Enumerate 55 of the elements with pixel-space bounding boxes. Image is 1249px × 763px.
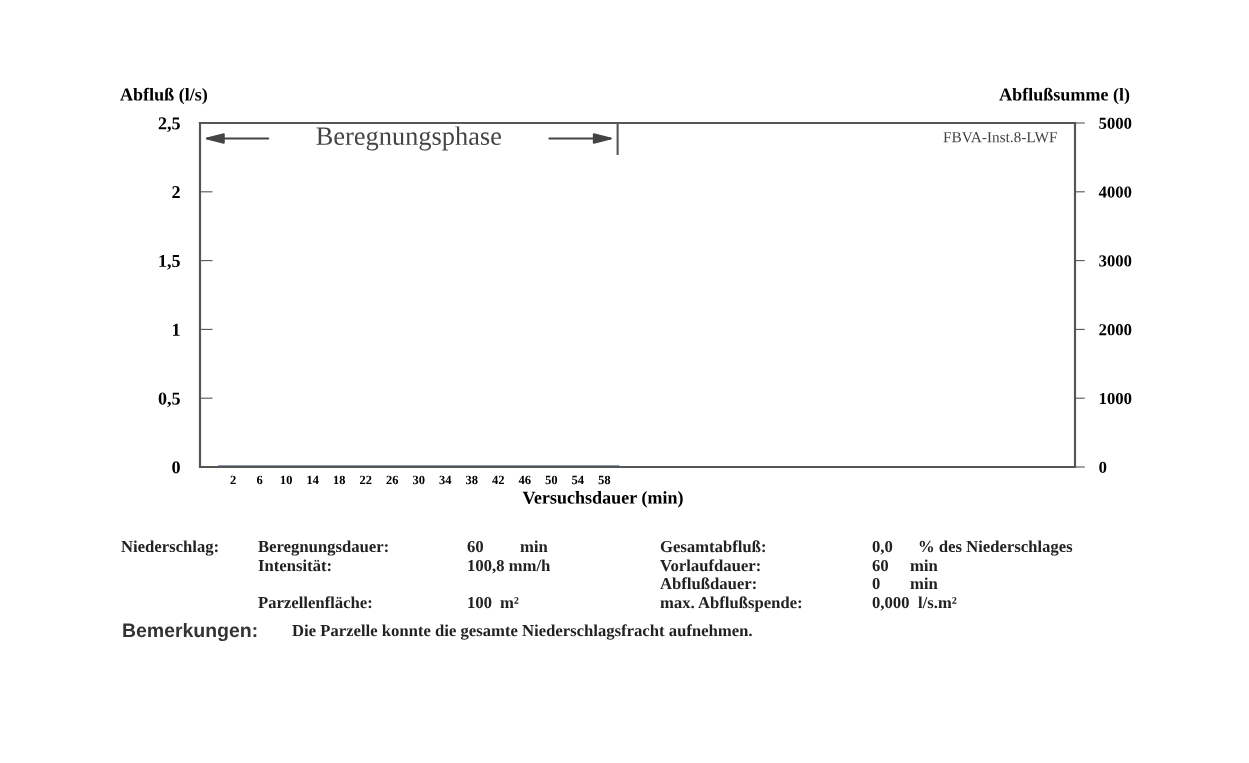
text: Niederschlag: [121, 540, 218, 556]
text: Abflußdauer: [660, 577, 756, 590]
y-tick-label: 1 [172, 323, 180, 336]
x-tick-label: 14 [307, 475, 319, 485]
x-tick-label: 18 [333, 475, 346, 485]
text: 0 [872, 577, 880, 590]
x-tick-label: 30 [412, 475, 425, 485]
x-tick-label: 22 [360, 475, 372, 485]
text: max. Abflußspende: [660, 596, 802, 612]
text: Parzellenfläche: [258, 596, 372, 609]
x-axis-title: Versuchsdauer (min) [522, 491, 683, 508]
x-tick-label: 10 [280, 475, 292, 485]
y2-tick-label: 4000 [1098, 186, 1132, 198]
y-tick-label: 0,5 [158, 392, 180, 408]
x-tick-label: 34 [439, 475, 452, 485]
y-tick-label: 2,5 [158, 117, 180, 133]
text: m² [500, 597, 519, 609]
x-tick-label: 2 [230, 475, 236, 485]
y2-tick-label: 0 [1099, 461, 1107, 473]
text: Beregnungsdauer: [258, 540, 388, 556]
text: min [520, 540, 548, 553]
text: 100,8 mm/h [468, 559, 551, 574]
text: 60 [872, 559, 889, 572]
text: 0,0 [872, 540, 893, 555]
x-tick-label: 42 [492, 475, 505, 485]
y-tick-label: 2 [172, 186, 180, 199]
x-tick-label: 58 [598, 475, 611, 485]
ref-line-label: Beregnungsphase [316, 126, 501, 151]
text: 60 [467, 540, 484, 553]
text: min [910, 559, 938, 572]
text: l/s.m² [918, 596, 957, 609]
text: Intensität: [258, 559, 331, 572]
y2-tick-label: 3000 [1099, 255, 1132, 267]
x-tick-label: 50 [545, 475, 558, 485]
y2-axis-title: Abflußsumme (l) [999, 87, 1130, 105]
y-axis-title: Abfluß (l/s) [120, 87, 207, 105]
x-tick-label: 54 [572, 475, 584, 485]
x-tick-label: 46 [518, 475, 531, 485]
text: % des Niederschlages [919, 540, 1073, 556]
text: Vorlaufdauer: [660, 559, 760, 572]
x-tick-label: 6 [256, 475, 263, 485]
annotation: FBVA-Inst.8-LWF [943, 131, 1057, 143]
text: min [910, 577, 938, 590]
text: 0,000 [872, 596, 909, 611]
text: 100 [468, 596, 492, 609]
y2-tick-label: 5000 [1099, 117, 1132, 129]
x-tick-label: 26 [386, 475, 399, 485]
y2-tick-label: 1000 [1099, 392, 1132, 405]
text: Bemerkungen: [123, 622, 257, 642]
text: Gesamtabfluß: [660, 540, 765, 553]
y2-tick-label: 2000 [1099, 324, 1132, 336]
y-tick-label: 1,5 [159, 254, 180, 270]
text: Die Parzelle konnte die gesamte Niederschlagsfracht aufnehmen. [292, 624, 752, 640]
x-tick-label: 38 [466, 475, 478, 485]
y-tick-label: 0 [172, 461, 180, 474]
